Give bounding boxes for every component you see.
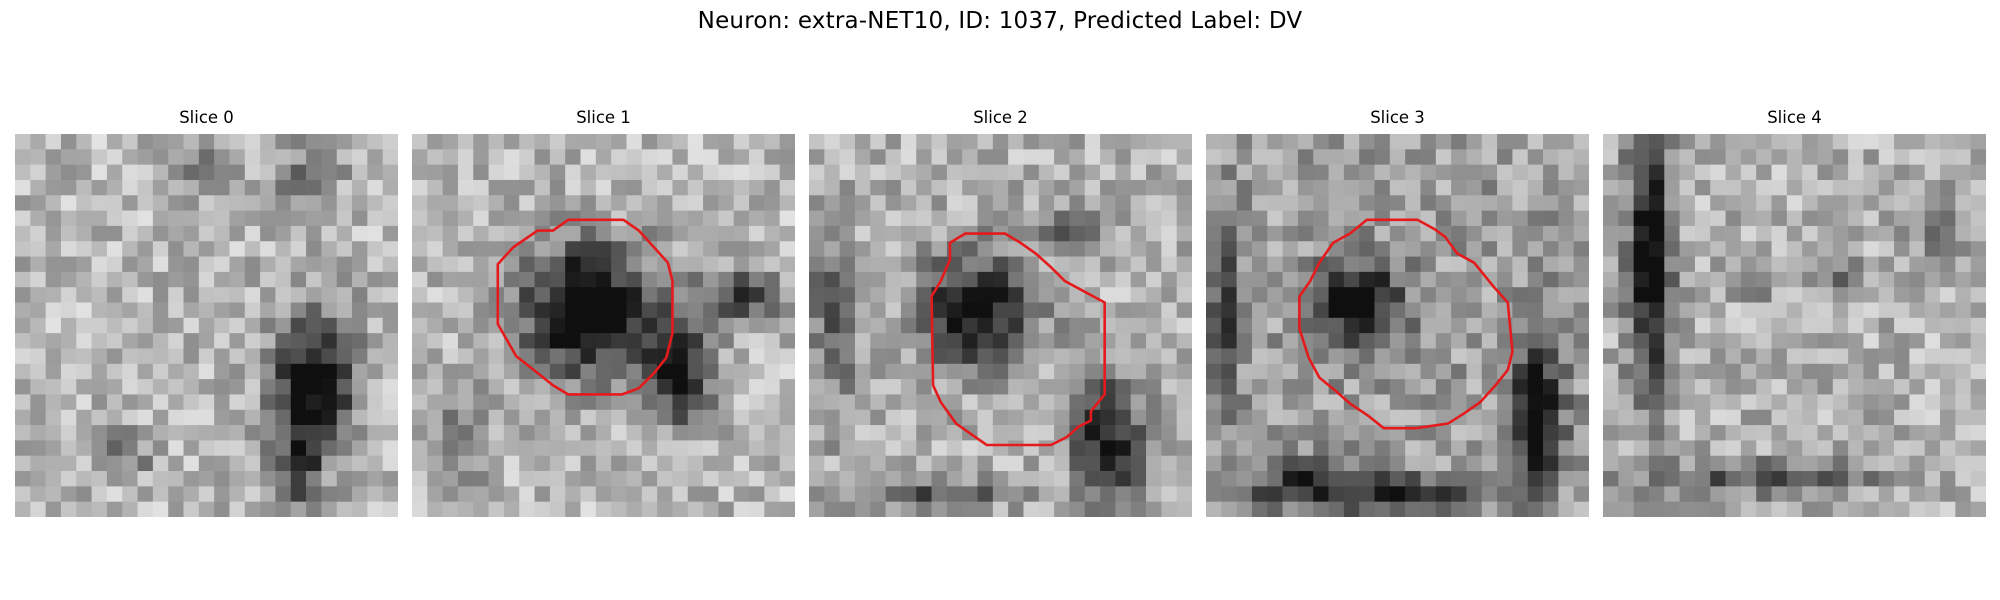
- slice-image-1: [412, 134, 795, 517]
- slice-title-3: Slice 3: [1370, 108, 1425, 127]
- slice-image-4: [1603, 134, 1986, 517]
- figure-title: Neuron: extra-NET10, ID: 1037, Predicted…: [697, 8, 1303, 34]
- slice-image-2: [809, 134, 1192, 517]
- roi-outline-1: [496, 218, 674, 396]
- slice-title-4: Slice 4: [1767, 108, 1822, 127]
- slice-title-0: Slice 0: [179, 108, 234, 127]
- slice-title-1: Slice 1: [576, 108, 631, 127]
- slice-title-2: Slice 2: [973, 108, 1028, 127]
- slice-image-3: [1206, 134, 1589, 517]
- roi-outline-3: [1298, 218, 1514, 430]
- slice-image-0: [15, 134, 398, 517]
- roi-outline-2: [930, 232, 1106, 447]
